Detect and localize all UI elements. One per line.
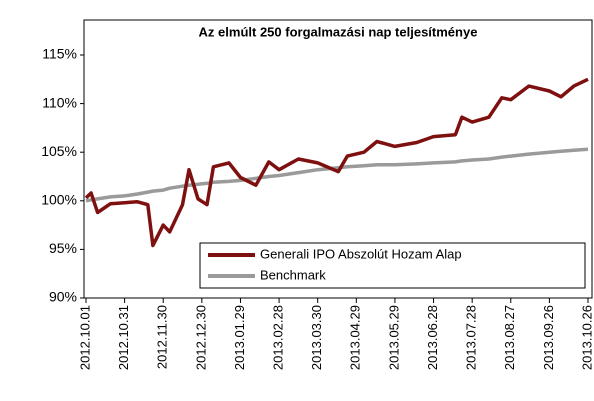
x-tick-label: 2013.09.26 <box>541 305 556 370</box>
x-tick-label: 2013.01.29 <box>232 305 247 370</box>
y-tick-label: 115% <box>42 46 77 62</box>
series-line <box>85 147 589 203</box>
legend-label: Benchmark <box>260 267 326 282</box>
x-tick-label: 2013.02.28 <box>271 305 286 370</box>
legend-box <box>199 242 586 289</box>
legend-label: Generali IPO Abszolút Hozam Alap <box>260 246 462 261</box>
x-tick-label: 2013.04.29 <box>348 305 363 370</box>
x-tick-label: 2012.12.30 <box>193 305 208 370</box>
y-tick-label: 90% <box>49 289 77 305</box>
x-tick-label: 2013.06.28 <box>425 305 440 370</box>
plot-frame <box>83 19 593 299</box>
y-tick-label: 110% <box>42 94 77 110</box>
x-tick-label: 2013.08.27 <box>502 305 517 370</box>
y-tick-label: 95% <box>49 240 77 256</box>
x-tick-label: 2012.10.01 <box>77 305 92 370</box>
x-tick-label: 2012.10.31 <box>116 305 131 370</box>
x-tick-label: 2013.07.28 <box>464 305 479 370</box>
x-tick-label: 2013.03.30 <box>309 305 324 370</box>
x-tick-label: 2012.11.30 <box>155 305 170 369</box>
y-tick-label: 100% <box>41 192 77 208</box>
chart-title: Az elmúlt 250 forgalmazási nap teljesítm… <box>199 24 478 39</box>
series-line <box>84 77 589 248</box>
x-tick-label: 2013.05.29 <box>386 305 401 370</box>
x-tick-label: 2013.10.26 <box>579 305 594 370</box>
y-tick-label: 105% <box>41 143 77 159</box>
